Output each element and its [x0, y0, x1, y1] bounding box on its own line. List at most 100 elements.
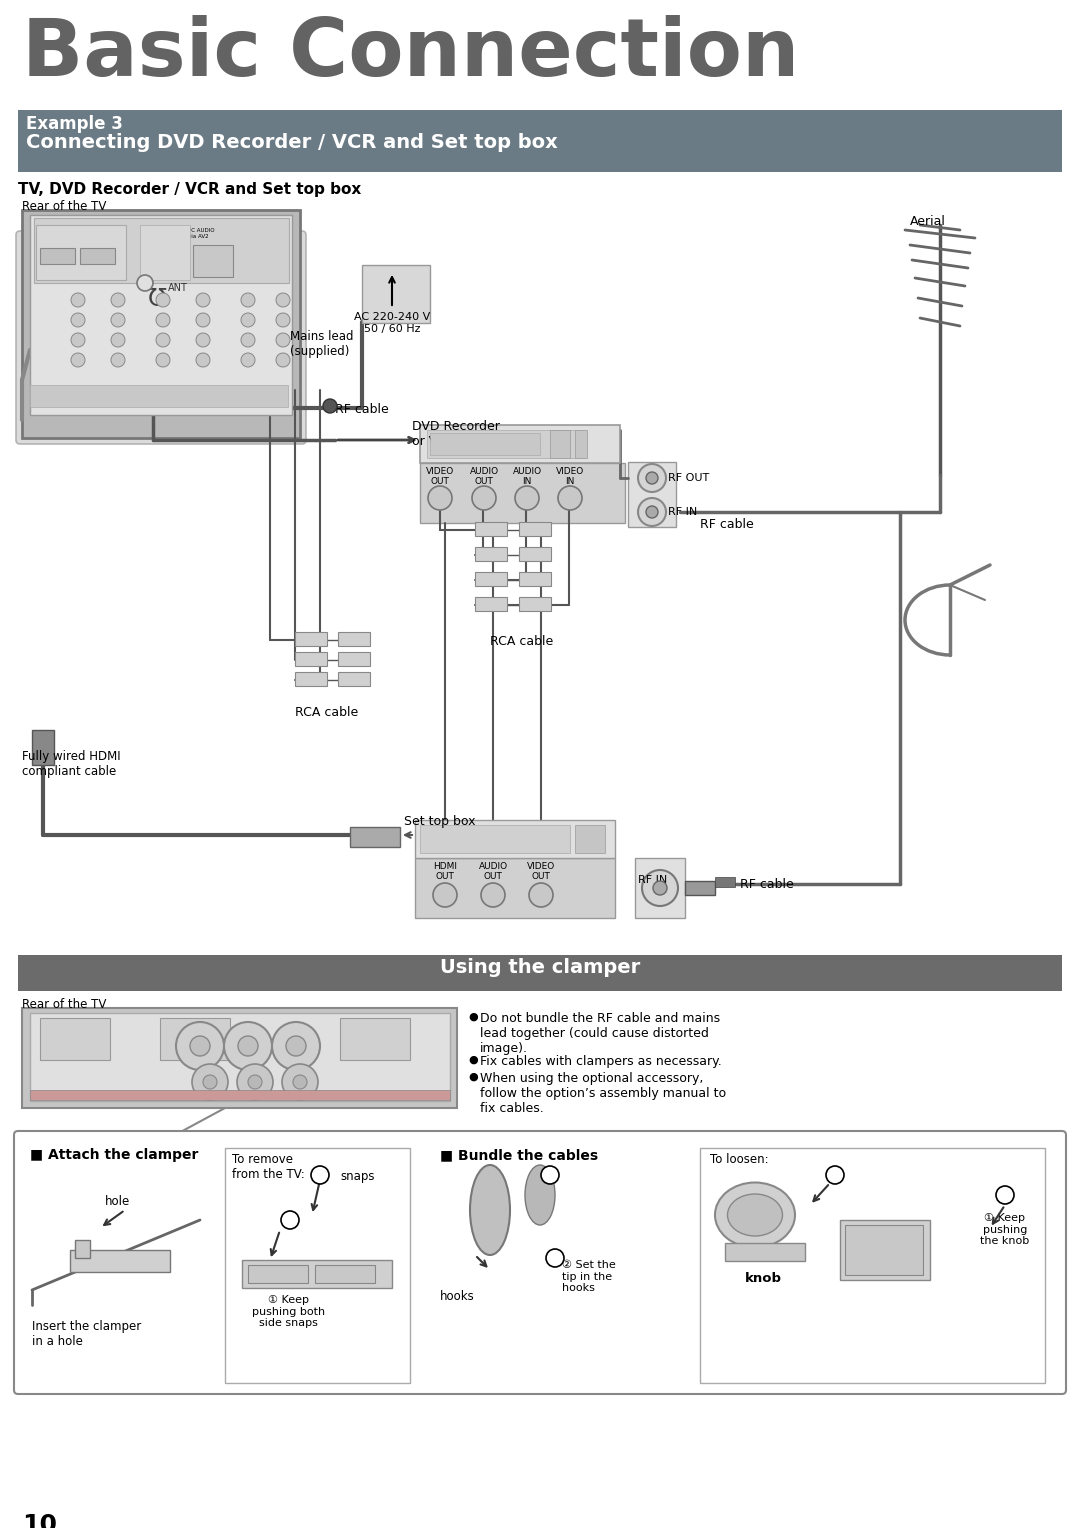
- Bar: [160, 1018, 230, 1060]
- Text: S VIDEO: S VIDEO: [145, 231, 171, 235]
- Text: 1: 1: [548, 1170, 553, 1180]
- Circle shape: [238, 1036, 258, 1056]
- Circle shape: [293, 1076, 307, 1089]
- Text: snaps: snaps: [340, 1170, 375, 1183]
- Circle shape: [195, 313, 210, 327]
- Circle shape: [282, 1063, 318, 1100]
- Text: DVD Recorder
or VCR: DVD Recorder or VCR: [413, 420, 500, 448]
- Text: PC: PC: [200, 252, 213, 261]
- Bar: [36, 225, 126, 280]
- Bar: [338, 672, 370, 686]
- Circle shape: [195, 293, 210, 307]
- Circle shape: [111, 293, 125, 307]
- Bar: [845, 1225, 923, 1274]
- Bar: [30, 1089, 450, 1100]
- Circle shape: [646, 472, 658, 484]
- Circle shape: [192, 1063, 228, 1100]
- Text: Fully wired HDMI
compliant cable: Fully wired HDMI compliant cable: [22, 750, 121, 778]
- Text: Set top box: Set top box: [404, 814, 475, 828]
- Text: AV3 IN: AV3 IN: [134, 393, 152, 397]
- Circle shape: [111, 333, 125, 347]
- Text: 1: 1: [318, 1170, 323, 1180]
- Text: RF IN: RF IN: [669, 507, 698, 516]
- Text: ① Keep
pushing
the knob: ① Keep pushing the knob: [981, 1213, 1029, 1247]
- Text: RF IN: RF IN: [638, 876, 667, 885]
- Circle shape: [276, 293, 291, 307]
- Text: To loosen:: To loosen:: [710, 1154, 769, 1166]
- Bar: [248, 1265, 308, 1284]
- Circle shape: [248, 1076, 262, 1089]
- Circle shape: [190, 1036, 210, 1056]
- Bar: [420, 463, 625, 523]
- Text: hooks: hooks: [440, 1290, 475, 1303]
- Bar: [420, 825, 570, 853]
- Circle shape: [195, 353, 210, 367]
- Text: ●: ●: [468, 1012, 477, 1022]
- Circle shape: [71, 313, 85, 327]
- Bar: [30, 1013, 450, 1102]
- Text: Do not bundle the RF cable and mains
lead together (could cause distorted
image): Do not bundle the RF cable and mains lea…: [480, 1012, 720, 1054]
- Circle shape: [156, 313, 170, 327]
- Text: AC 220-240 V
50 / 60 Hz: AC 220-240 V 50 / 60 Hz: [354, 312, 430, 333]
- Circle shape: [653, 882, 667, 895]
- Circle shape: [111, 313, 125, 327]
- Bar: [242, 1261, 392, 1288]
- Bar: [519, 523, 551, 536]
- Text: 10: 10: [22, 1513, 57, 1528]
- FancyBboxPatch shape: [14, 1131, 1066, 1394]
- Bar: [840, 1219, 930, 1280]
- Bar: [32, 730, 54, 766]
- Bar: [475, 571, 507, 587]
- Bar: [415, 821, 615, 859]
- Circle shape: [311, 1166, 329, 1184]
- Circle shape: [241, 313, 255, 327]
- Ellipse shape: [728, 1193, 783, 1236]
- Circle shape: [433, 883, 457, 908]
- Text: To remove
from the TV:: To remove from the TV:: [232, 1154, 305, 1181]
- Circle shape: [241, 293, 255, 307]
- Text: VIDEO
OUT: VIDEO OUT: [527, 862, 555, 882]
- Text: 1: 1: [1002, 1190, 1008, 1199]
- Bar: [575, 429, 588, 458]
- Circle shape: [276, 353, 291, 367]
- Bar: [575, 825, 605, 853]
- Text: AV2 IN: AV2 IN: [98, 393, 117, 397]
- Text: Basic Connection: Basic Connection: [22, 15, 799, 93]
- Text: When using the optional accessory,
follow the option’s assembly manual to
fix ca: When using the optional accessory, follo…: [480, 1073, 726, 1115]
- Bar: [635, 859, 685, 918]
- Text: ●: ●: [468, 1073, 477, 1082]
- Bar: [22, 1008, 457, 1108]
- Bar: [33, 219, 289, 283]
- Bar: [315, 1265, 375, 1284]
- Text: ■ Bundle the cables: ■ Bundle the cables: [440, 1148, 598, 1161]
- Text: RF cable: RF cable: [700, 518, 754, 532]
- Text: knob: knob: [745, 1271, 782, 1285]
- Circle shape: [472, 486, 496, 510]
- Bar: [40, 248, 75, 264]
- Circle shape: [642, 869, 678, 906]
- Bar: [295, 633, 327, 646]
- Text: HDMI
OUT: HDMI OUT: [433, 862, 457, 882]
- Bar: [80, 248, 114, 264]
- Bar: [70, 1250, 170, 1271]
- Bar: [18, 955, 1062, 992]
- Text: Mains lead
(supplied): Mains lead (supplied): [291, 330, 353, 358]
- Bar: [519, 597, 551, 611]
- Bar: [715, 877, 735, 886]
- Bar: [362, 264, 430, 322]
- Text: AUDIO
IN: AUDIO IN: [512, 468, 541, 486]
- Bar: [338, 652, 370, 666]
- Circle shape: [276, 313, 291, 327]
- Text: ■ Attach the clamper: ■ Attach the clamper: [30, 1148, 199, 1161]
- Circle shape: [156, 293, 170, 307]
- Text: 2: 2: [287, 1215, 293, 1224]
- Text: Ʊ: Ʊ: [148, 287, 167, 312]
- Text: Aerial: Aerial: [910, 215, 946, 228]
- Text: Example 3: Example 3: [26, 115, 123, 133]
- Circle shape: [195, 333, 210, 347]
- Bar: [340, 1018, 410, 1060]
- Circle shape: [286, 1036, 306, 1056]
- Text: TV, DVD Recorder / VCR and Set top box: TV, DVD Recorder / VCR and Set top box: [18, 182, 361, 197]
- Bar: [415, 859, 615, 918]
- Circle shape: [529, 883, 553, 908]
